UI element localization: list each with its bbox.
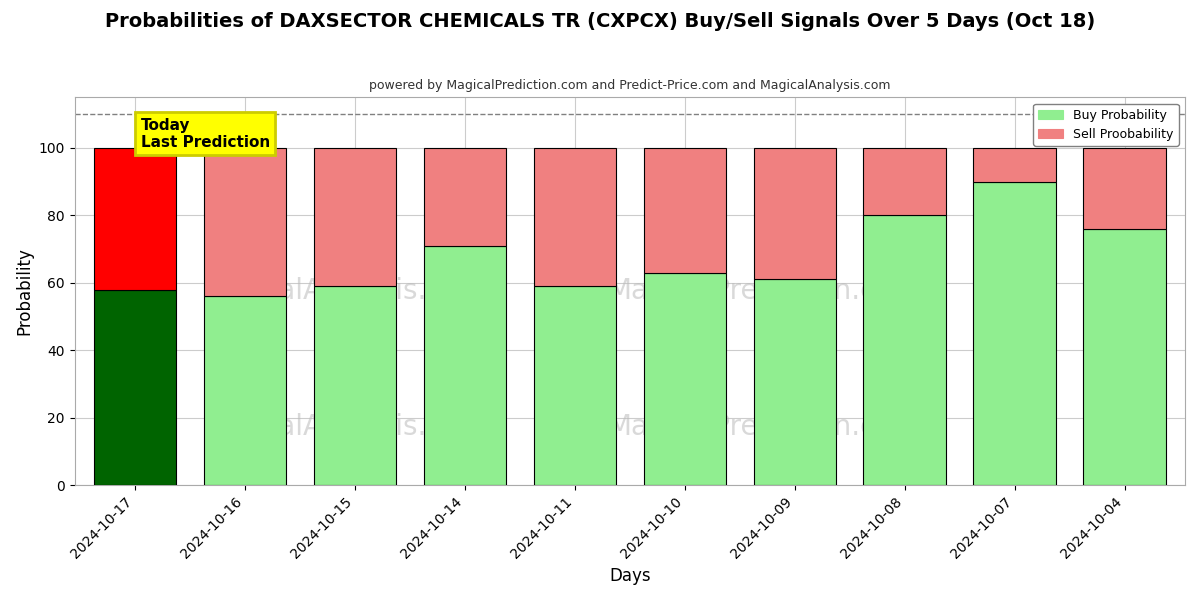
- Bar: [973, 182, 1056, 485]
- Bar: [94, 148, 176, 290]
- Bar: [534, 286, 616, 485]
- Bar: [204, 148, 287, 296]
- Bar: [313, 286, 396, 485]
- Y-axis label: Probability: Probability: [16, 247, 34, 335]
- Text: calAnalysis.com: calAnalysis.com: [263, 413, 486, 441]
- Text: Today
Last Prediction: Today Last Prediction: [140, 118, 270, 150]
- Bar: [643, 273, 726, 485]
- Bar: [534, 148, 616, 286]
- Text: MagicalPrediction.com: MagicalPrediction.com: [607, 277, 919, 305]
- Title: powered by MagicalPrediction.com and Predict-Price.com and MagicalAnalysis.com: powered by MagicalPrediction.com and Pre…: [370, 79, 890, 92]
- Text: MagicalPrediction.com: MagicalPrediction.com: [607, 413, 919, 441]
- Bar: [864, 215, 946, 485]
- Bar: [864, 148, 946, 215]
- Bar: [973, 148, 1056, 182]
- Bar: [1084, 148, 1165, 229]
- Bar: [424, 148, 506, 246]
- Text: Probabilities of DAXSECTOR CHEMICALS TR (CXPCX) Buy/Sell Signals Over 5 Days (Oc: Probabilities of DAXSECTOR CHEMICALS TR …: [104, 12, 1096, 31]
- Bar: [313, 148, 396, 286]
- Bar: [754, 148, 836, 280]
- Legend: Buy Probability, Sell Proobability: Buy Probability, Sell Proobability: [1033, 104, 1178, 146]
- Bar: [94, 290, 176, 485]
- Bar: [643, 148, 726, 273]
- Bar: [424, 246, 506, 485]
- Bar: [1084, 229, 1165, 485]
- Bar: [204, 296, 287, 485]
- X-axis label: Days: Days: [610, 567, 650, 585]
- Bar: [754, 280, 836, 485]
- Text: calAnalysis.com: calAnalysis.com: [263, 277, 486, 305]
